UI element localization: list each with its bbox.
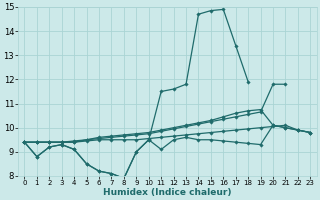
X-axis label: Humidex (Indice chaleur): Humidex (Indice chaleur) (103, 188, 232, 197)
